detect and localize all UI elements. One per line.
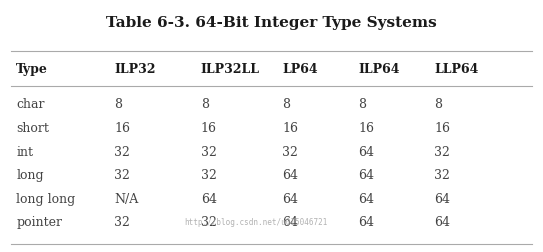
Text: ILP64: ILP64 <box>358 63 400 76</box>
Text: ILP32: ILP32 <box>114 63 155 76</box>
Text: char: char <box>16 98 45 111</box>
Text: 16: 16 <box>201 121 217 135</box>
Text: 32: 32 <box>201 168 217 181</box>
Text: pointer: pointer <box>16 215 62 228</box>
Text: LP64: LP64 <box>282 63 318 76</box>
Text: 64: 64 <box>434 192 450 205</box>
Text: 8: 8 <box>358 98 367 111</box>
Text: 32: 32 <box>434 168 450 181</box>
Text: int: int <box>16 145 33 158</box>
Text: 32: 32 <box>114 215 130 228</box>
Text: 64: 64 <box>358 192 374 205</box>
Text: 16: 16 <box>434 121 450 135</box>
Text: 64: 64 <box>434 215 450 228</box>
Text: LLP64: LLP64 <box>434 63 479 76</box>
Text: 8: 8 <box>282 98 291 111</box>
Text: 64: 64 <box>358 168 374 181</box>
Text: 64: 64 <box>282 168 298 181</box>
Text: 32: 32 <box>434 145 450 158</box>
Text: http://blog.csdn.net/u015046721: http://blog.csdn.net/u015046721 <box>185 217 328 226</box>
Text: 16: 16 <box>114 121 130 135</box>
Text: 32: 32 <box>282 145 298 158</box>
Text: 32: 32 <box>201 215 217 228</box>
Text: 64: 64 <box>358 215 374 228</box>
Text: ILP32LL: ILP32LL <box>201 63 260 76</box>
Text: 8: 8 <box>201 98 209 111</box>
Text: long: long <box>16 168 44 181</box>
Text: 16: 16 <box>282 121 298 135</box>
Text: 32: 32 <box>201 145 217 158</box>
Text: 8: 8 <box>114 98 122 111</box>
Text: N/A: N/A <box>114 192 138 205</box>
Text: 16: 16 <box>358 121 374 135</box>
Text: Type: Type <box>16 63 48 76</box>
Text: short: short <box>16 121 49 135</box>
Text: 64: 64 <box>201 192 217 205</box>
Text: 64: 64 <box>358 145 374 158</box>
Text: Table 6-3. 64-Bit Integer Type Systems: Table 6-3. 64-Bit Integer Type Systems <box>106 16 437 30</box>
Text: 64: 64 <box>282 215 298 228</box>
Text: 32: 32 <box>114 168 130 181</box>
Text: long long: long long <box>16 192 75 205</box>
Text: 32: 32 <box>114 145 130 158</box>
Text: 8: 8 <box>434 98 443 111</box>
Text: 64: 64 <box>282 192 298 205</box>
